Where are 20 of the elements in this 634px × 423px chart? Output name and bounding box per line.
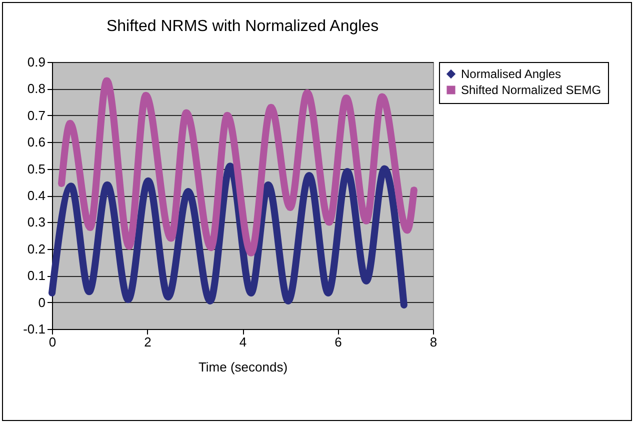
y-tick-label: 0.4 (27, 188, 46, 203)
y-tick-label: 0.7 (27, 108, 46, 123)
legend-label: Shifted Normalized SEMG (461, 83, 602, 97)
x-axis-title: Time (seconds) (198, 360, 288, 374)
x-tick-label: 8 (430, 334, 438, 350)
y-tick-label: 0.2 (27, 241, 46, 256)
y-tick-label: 0.6 (27, 134, 46, 150)
y-tick-label: 0.8 (27, 81, 46, 96)
y-tick-label: 0.1 (27, 268, 46, 284)
x-tick-label: 4 (239, 334, 247, 350)
legend-label: Normalised Angles (461, 67, 562, 81)
x-tick-label: 2 (144, 334, 152, 350)
x-tick-label: 6 (334, 334, 342, 350)
y-tick-label: 0 (38, 294, 46, 310)
y-tick-label: 0.3 (27, 214, 46, 230)
chart-title: Shifted NRMS with Normalized Angles (106, 18, 379, 35)
y-tick-label: -0.1 (23, 322, 46, 336)
y-tick-label: 0.5 (27, 161, 46, 176)
x-tick-label: 0 (48, 334, 56, 350)
y-tick-label: 0.9 (27, 54, 46, 70)
